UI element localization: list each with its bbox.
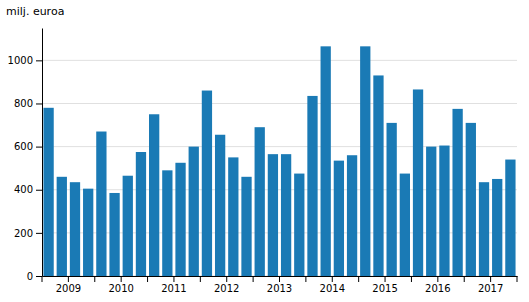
- y-tick: 600: [14, 141, 42, 152]
- bar: [426, 147, 436, 276]
- bar: [149, 114, 159, 276]
- x-tick-mark: [173, 276, 174, 282]
- group-boundary-tick: [517, 276, 518, 282]
- y-axis-label: milj. euroa: [6, 5, 64, 18]
- x-tick-mark: [332, 276, 333, 282]
- bar: [492, 179, 502, 276]
- x-tick: 2012: [214, 276, 239, 294]
- bar: [439, 146, 449, 276]
- y-tick-mark: [36, 233, 42, 234]
- bar: [136, 152, 146, 276]
- x-tick-mark: [490, 276, 491, 282]
- y-tick: 1000: [8, 55, 42, 66]
- x-tick: 2015: [372, 276, 397, 294]
- x-axis: 2009 2010 2011 2012 2013 2014 2015 2016 2017: [42, 276, 518, 294]
- bar: [162, 170, 172, 276]
- bar: [268, 154, 278, 276]
- x-tick-mark: [385, 276, 386, 282]
- y-tick-mark: [36, 276, 42, 277]
- group-boundary-tick: [253, 276, 254, 282]
- y-axis: 0 200 400 600 800 1000: [8, 29, 43, 282]
- bar: [321, 46, 331, 276]
- x-tick-mark: [279, 276, 280, 282]
- x-tick: 2010: [108, 276, 133, 294]
- y-tick-mark: [36, 103, 42, 104]
- x-tick: 2011: [161, 276, 186, 294]
- x-tick-mark: [437, 276, 438, 282]
- bar: [373, 75, 383, 276]
- bar: [215, 135, 225, 276]
- grid: [42, 60, 517, 276]
- bar: [202, 91, 212, 276]
- bar: [347, 155, 357, 276]
- y-tick-label: 800: [14, 98, 33, 109]
- bar: [123, 176, 133, 276]
- y-tick-label: 400: [14, 184, 33, 195]
- bar: [334, 161, 344, 276]
- grid-line: [42, 60, 517, 61]
- y-tick-mark: [36, 60, 42, 61]
- x-tick-label: 2013: [267, 283, 292, 294]
- y-tick-mark: [36, 190, 42, 191]
- y-tick: 800: [14, 98, 42, 109]
- bar: [189, 147, 199, 276]
- bar: [70, 182, 80, 276]
- y-tick-label: 600: [14, 141, 33, 152]
- bar: [387, 123, 397, 276]
- y-tick: 400: [14, 184, 42, 195]
- bar: [281, 154, 291, 276]
- grid-line: [42, 103, 517, 104]
- x-tick-label: 2014: [320, 283, 345, 294]
- bar: [307, 96, 317, 276]
- x-tick-label: 2016: [425, 283, 450, 294]
- y-tick-label: 1000: [8, 55, 33, 66]
- bar: [413, 89, 423, 276]
- x-tick: 2014: [320, 276, 345, 294]
- bar: [360, 46, 370, 276]
- bar: [505, 160, 515, 276]
- x-tick: 2013: [267, 276, 292, 294]
- bar: [255, 127, 265, 276]
- group-boundary-tick: [94, 276, 95, 282]
- x-tick-label: 2015: [372, 283, 397, 294]
- x-tick-label: 2011: [161, 283, 186, 294]
- group-boundary-tick: [147, 276, 148, 282]
- group-boundary-tick: [358, 276, 359, 282]
- y-axis-line: [42, 29, 43, 277]
- x-tick-label: 2010: [108, 283, 133, 294]
- y-tick: 0: [27, 271, 42, 282]
- group-boundary-tick: [305, 276, 306, 282]
- y-tick-label: 0: [27, 271, 33, 282]
- bar: [241, 177, 251, 276]
- bar: [479, 182, 489, 276]
- bar: [57, 177, 67, 276]
- bar: [294, 174, 304, 276]
- bar: [43, 108, 53, 276]
- x-tick: 2016: [425, 276, 450, 294]
- bars: [43, 46, 515, 276]
- group-boundary-tick: [200, 276, 201, 282]
- x-tick-label: 2009: [56, 283, 81, 294]
- x-tick: 2017: [478, 276, 503, 294]
- y-tick: 200: [14, 228, 42, 239]
- chart: 2009 2010 2011 2012 2013 2014 2015 2016 2017 0 200…: [0, 0, 529, 302]
- bar: [452, 109, 462, 276]
- y-tick-label: 200: [14, 228, 33, 239]
- x-tick-mark: [121, 276, 122, 282]
- bar: [83, 189, 93, 276]
- group-boundary-tick: [464, 276, 465, 282]
- bar: [228, 157, 238, 276]
- bar: [400, 174, 410, 276]
- x-tick-mark: [226, 276, 227, 282]
- x-tick-label: 2012: [214, 283, 239, 294]
- bar: [175, 163, 185, 276]
- group-boundary-tick: [411, 276, 412, 282]
- x-tick: 2009: [56, 276, 81, 294]
- x-tick-label: 2017: [478, 283, 503, 294]
- bar: [96, 132, 106, 276]
- bar: [466, 123, 476, 276]
- x-tick-mark: [68, 276, 69, 282]
- bar: [109, 193, 119, 276]
- y-tick-mark: [36, 147, 42, 148]
